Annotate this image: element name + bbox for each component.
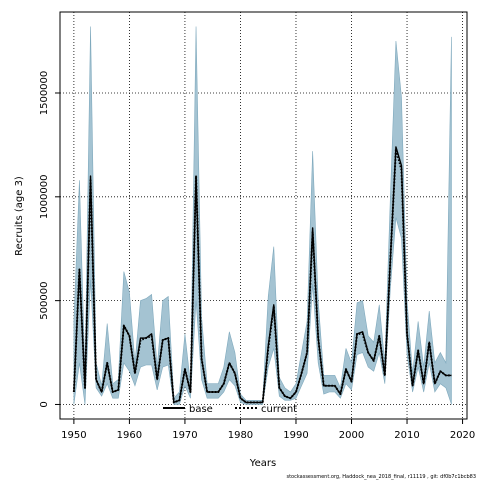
x-tick-label: 1970 — [172, 430, 197, 441]
series-layer — [72, 146, 452, 404]
x-tick-label: 1990 — [283, 430, 308, 441]
x-tick-label: 1960 — [117, 430, 142, 441]
y-tick-label: 1000000 — [39, 175, 50, 220]
footer-note: stockassessment.org, Haddock_nea_2018_fi… — [286, 474, 476, 480]
y-tick-label: 1500000 — [39, 71, 50, 116]
x-axis: 1950 1960 1970 1980 1990 2000 2010 2020 — [61, 419, 475, 441]
plot-frame — [59, 11, 468, 420]
x-tick-label: 1980 — [228, 430, 253, 441]
x-tick-label: 1950 — [61, 430, 86, 441]
y-tick-label: 0 — [39, 401, 50, 407]
legend-current-label: current — [261, 404, 297, 415]
y-axis-title: Recruits (age 3) — [14, 176, 25, 256]
confidence-band — [73, 26, 452, 405]
x-tick-label: 2000 — [339, 430, 364, 441]
x-tick-label: 2010 — [394, 430, 419, 441]
y-axis: 0 500000 1000000 1500000 — [39, 71, 60, 408]
legend: base current — [163, 404, 297, 415]
x-tick-label: 2020 — [450, 430, 475, 441]
confidence-band-layer — [73, 26, 452, 405]
series-line-current — [72, 148, 452, 404]
legend-base-label: base — [189, 404, 213, 415]
y-tick-label: 500000 — [39, 282, 50, 320]
x-axis-title: Years — [249, 458, 276, 469]
